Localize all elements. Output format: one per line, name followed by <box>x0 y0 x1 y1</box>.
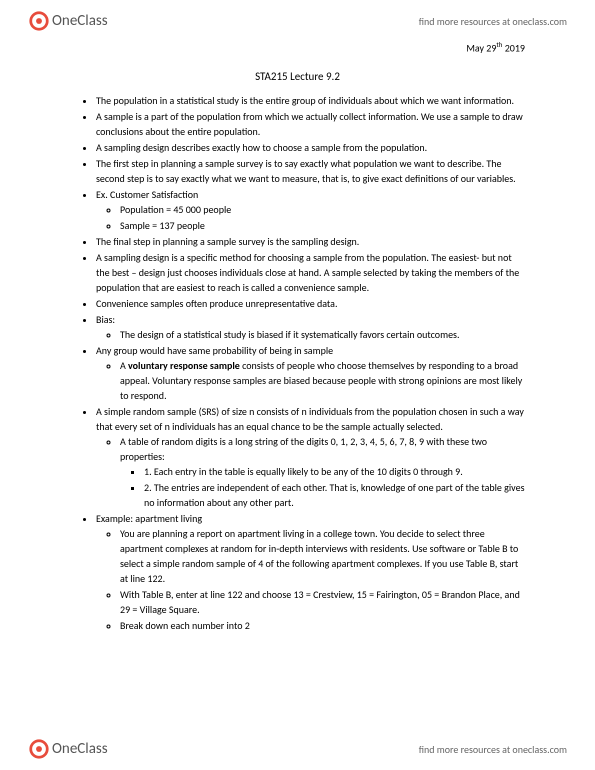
list-item: The final step in planning a sample surv… <box>96 234 525 249</box>
list-item: A sample is a part of the population fro… <box>96 109 525 139</box>
sub-list: Population = 45 000 people Sample = 137 … <box>96 202 525 233</box>
sub-list-item: With Table B, enter at line 122 and choo… <box>120 587 525 617</box>
list-item: The first step in planning a sample surv… <box>96 156 525 186</box>
page-header: OneClass find more resources at oneclass… <box>0 0 595 36</box>
list-item-text: Bias: <box>96 313 115 326</box>
list-item: Example: apartment living You are planni… <box>96 511 525 633</box>
list-item-text: Example: apartment living <box>96 512 202 525</box>
sub-list-item: Population = 45 000 people <box>120 202 525 217</box>
sub-list: The design of a statistical study is bia… <box>96 327 525 342</box>
brand-name-footer: OneClass <box>52 740 108 758</box>
sub-list-item: Break down each number into 2 <box>120 618 525 633</box>
document-body: The population in a statistical study is… <box>0 93 595 633</box>
document-date: May 29th 2019 <box>0 36 595 56</box>
logo-icon <box>28 738 50 760</box>
logo-icon <box>28 10 50 32</box>
sub-list-item-text: A table of random digits is a long strin… <box>120 435 487 463</box>
page-footer: OneClass find more resources at oneclass… <box>0 734 595 770</box>
sub-list: You are planning a report on apartment l… <box>96 526 525 633</box>
sub-list-item: A table of random digits is a long strin… <box>120 434 525 510</box>
list-item-text: Any group would have same probability of… <box>96 344 333 357</box>
footer-tagline[interactable]: find more resources at oneclass.com <box>419 743 567 756</box>
sub-list-item: A voluntary response sample consists of … <box>120 358 525 403</box>
list-item: Convenience samples often produce unrepr… <box>96 296 525 311</box>
list-item-text: A simple random sample (SRS) of size n c… <box>96 405 524 433</box>
list-item: Ex. Customer Satisfaction Population = 4… <box>96 187 525 233</box>
sub-list: A table of random digits is a long strin… <box>96 434 525 510</box>
list-item: A sampling design describes exactly how … <box>96 140 525 155</box>
sub-list-item: Sample = 137 people <box>120 218 525 233</box>
date-prefix: May 29 <box>466 41 496 54</box>
header-tagline[interactable]: find more resources at oneclass.com <box>419 15 567 28</box>
list-item: A simple random sample (SRS) of size n c… <box>96 404 525 510</box>
document-title: STA215 Lecture 9.2 <box>0 56 595 93</box>
brand-name: OneClass <box>52 12 108 30</box>
bullet-list: The population in a statistical study is… <box>70 93 525 633</box>
brand-logo-footer: OneClass <box>28 738 108 760</box>
sub-list: A voluntary response sample consists of … <box>96 358 525 403</box>
brand-logo: OneClass <box>28 10 108 32</box>
sub-sub-list-item: 1. Each entry in the table is equally li… <box>144 464 525 479</box>
date-year: 2019 <box>502 41 525 54</box>
bold-term: voluntary response sample <box>128 359 240 372</box>
list-item: The population in a statistical study is… <box>96 93 525 108</box>
sub-list-item: You are planning a report on apartment l… <box>120 526 525 586</box>
sub-list-item: The design of a statistical study is bia… <box>120 327 525 342</box>
list-item: A sampling design is a specific method f… <box>96 250 525 295</box>
sub-sub-list: 1. Each entry in the table is equally li… <box>120 464 525 510</box>
list-item-text: Ex. Customer Satisfaction <box>96 188 198 201</box>
sub-sub-list-item: 2. The entries are independent of each o… <box>144 480 525 510</box>
text-span: A <box>120 359 128 372</box>
list-item: Bias: The design of a statistical study … <box>96 312 525 342</box>
list-item: Any group would have same probability of… <box>96 343 525 403</box>
